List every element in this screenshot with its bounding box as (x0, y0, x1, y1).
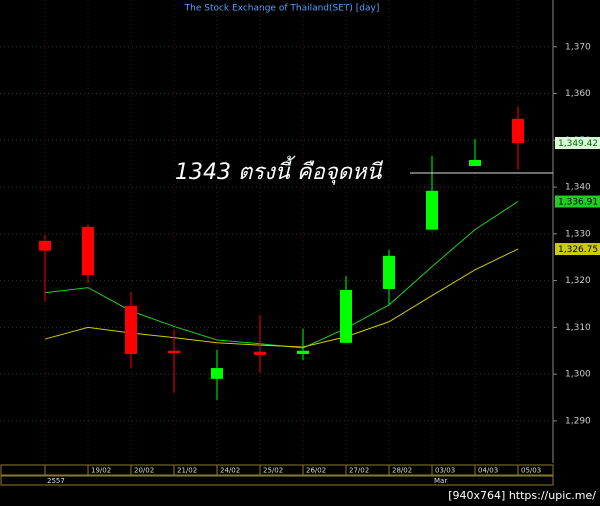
x-tick-label: 20/02 (134, 467, 154, 475)
x-tick-label: 04/03 (478, 467, 498, 475)
annotation-text: 1343 ตรงนี้ คือจุดหนี (175, 155, 383, 185)
y-tick-label: 1,290 (565, 416, 591, 426)
y-tick-label: 1,300 (565, 370, 591, 380)
x-tick-label: 19/02 (91, 467, 111, 475)
x-secondary-label: 2557 (47, 477, 65, 485)
y-tick-label: 1,310 (565, 323, 591, 333)
price-tag-label: 1,336.91 (558, 198, 598, 208)
x-tick-label: 28/02 (392, 467, 412, 475)
x-secondary-label: Mar (434, 477, 447, 485)
x-tick-label: 27/02 (349, 467, 369, 475)
candle-body (125, 305, 137, 355)
candle-body (383, 255, 395, 290)
y-tick-label: 1,370 (565, 42, 591, 52)
x-tick-label: 26/02 (306, 467, 326, 475)
candle-body (297, 350, 309, 355)
date-strip (0, 464, 554, 476)
y-tick-label: 1,340 (565, 183, 591, 193)
chart-title: The Stock Exchange of Thailand(SET) [day… (184, 4, 380, 14)
candle-body (39, 240, 51, 251)
footer: [940x764] https://upic.me/ (448, 489, 596, 502)
y-tick-label: 1,320 (565, 276, 591, 286)
price-tag (555, 195, 600, 208)
x-tick-label: 21/02 (177, 467, 197, 475)
x-tick-label: 03/03 (435, 467, 455, 475)
x-tick-label: 25/02 (263, 467, 283, 475)
year-strip (0, 475, 554, 486)
candle-body (254, 351, 266, 355)
x-tick-label: 05/03 (521, 467, 541, 475)
x-tick-label: 24/02 (220, 467, 240, 475)
y-tick-label: 1,360 (565, 89, 591, 99)
y-tick-label: 1,330 (565, 229, 591, 239)
candle-body (168, 350, 180, 354)
candle-body (426, 190, 438, 230)
moving-average (44, 248, 519, 348)
candle-body (469, 159, 481, 167)
price-tag-label: 1,326.75 (558, 245, 598, 255)
price-tag-label: 1,349.42 (558, 139, 598, 149)
candle-body (340, 289, 352, 343)
candle-body (512, 118, 524, 144)
price-tag (555, 137, 600, 150)
candle-body (211, 368, 223, 379)
price-tag (555, 243, 600, 256)
candle-body (82, 226, 94, 275)
